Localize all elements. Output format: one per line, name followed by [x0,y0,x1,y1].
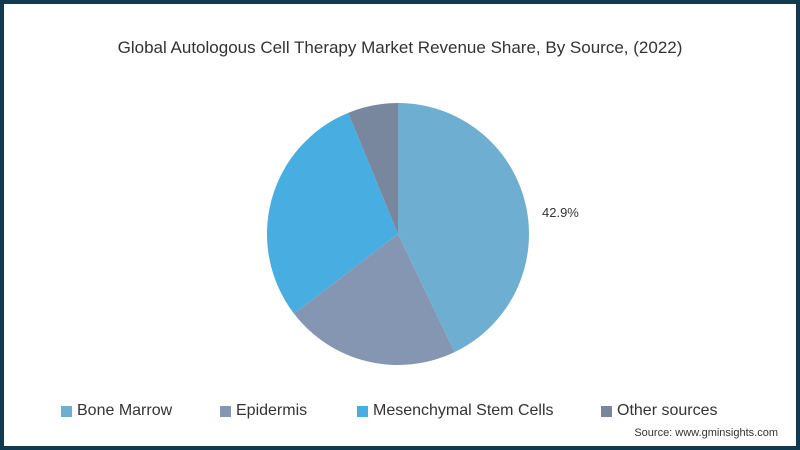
legend-swatch [220,405,231,417]
legend-item-bone-marrow: Bone Marrow [61,402,172,420]
legend-swatch [357,405,368,417]
slice-label-bone-marrow: 42.9% [542,205,579,220]
source-note: Source: www.gminsights.com [634,427,778,439]
legend-swatch [601,405,612,417]
chart-title: Global Autologous Cell Therapy Market Re… [117,38,683,57]
legend-label: Other sources [617,402,718,419]
legend-swatch [61,405,72,417]
pie-slice-epidermis [293,234,455,365]
legend-item-epidermis: Epidermis [220,402,307,420]
legend-label: Mesenchymal Stem Cells [373,402,554,419]
pie-slice-other-sources [348,103,398,234]
legend: Bone Marrow Epidermis Mesenchymal Stem C… [0,402,800,424]
pie-slice-bone-marrow [398,103,529,353]
legend-item-mesenchymal: Mesenchymal Stem Cells [357,402,554,420]
legend-label: Epidermis [236,402,308,419]
legend-label: Bone Marrow [77,402,173,419]
legend-item-other: Other sources [601,402,717,420]
pie-slice-mesenchymal-stem-cells [266,112,398,314]
